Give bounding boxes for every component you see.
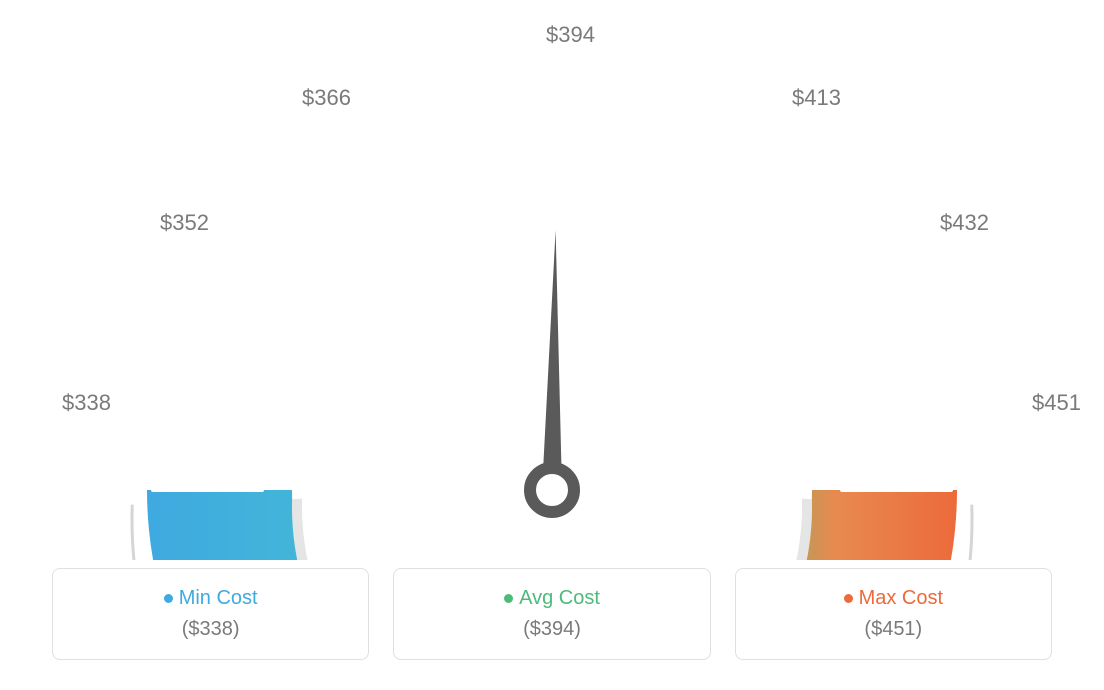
legend: Min Cost ($338) Avg Cost ($394) Max Cost… — [52, 568, 1052, 660]
gauge-tick-label: $352 — [160, 210, 209, 236]
gauge-tick — [167, 387, 243, 407]
legend-card-max: Max Cost ($451) — [735, 568, 1052, 660]
gauge-svg — [52, 10, 1052, 560]
legend-dot-min — [164, 594, 173, 603]
legend-value-max: ($451) — [748, 618, 1039, 641]
gauge-tick-label: $394 — [546, 22, 595, 48]
gauge-tick — [697, 144, 752, 238]
legend-card-min: Min Cost ($338) — [52, 568, 369, 660]
gauge-tick-label: $451 — [1032, 390, 1081, 416]
gauge-tick — [449, 105, 469, 181]
legend-title-min: Min Cost — [65, 587, 356, 610]
gauge-tick — [353, 144, 408, 238]
legend-label-avg: Avg Cost — [519, 587, 600, 609]
legend-value-avg: ($394) — [406, 618, 697, 641]
legend-card-avg: Avg Cost ($394) — [393, 568, 710, 660]
gauge-tick — [861, 387, 937, 407]
legend-label-max: Max Cost — [859, 587, 943, 609]
gauge-needle-hub — [530, 468, 574, 512]
legend-dot-max — [844, 594, 853, 603]
gauge-tick-label: $338 — [62, 390, 111, 416]
gauge-tick-label: $432 — [940, 210, 989, 236]
legend-title-max: Max Cost — [748, 587, 1039, 610]
gauge-tick-label: $413 — [792, 85, 841, 111]
legend-title-avg: Avg Cost — [406, 587, 697, 610]
gauge-tick-label: $366 — [302, 85, 351, 111]
gauge-tick — [803, 291, 897, 346]
gauge-tick — [206, 291, 300, 346]
legend-dot-avg — [504, 594, 513, 603]
gauge-needle — [542, 230, 562, 490]
gauge-tick — [270, 208, 326, 264]
legend-label-min: Min Cost — [179, 587, 258, 609]
legend-value-min: ($338) — [65, 618, 356, 641]
gauge-tick — [635, 105, 655, 181]
gauge-tick — [778, 208, 834, 264]
gauge-chart: $338$352$366$394$413$432$451 — [52, 10, 1052, 560]
